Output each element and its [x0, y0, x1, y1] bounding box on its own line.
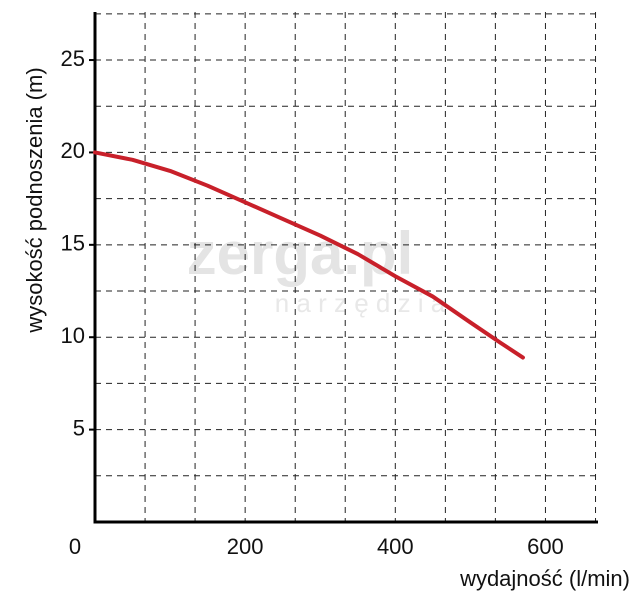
x-axis-title: wydajność (l/min): [459, 566, 630, 591]
y-tick-label: 25: [61, 46, 85, 71]
x-tick-label: 400: [377, 534, 414, 559]
x-tick-label: 0: [69, 534, 81, 559]
line-series: [93, 150, 525, 360]
y-tick-label: 15: [61, 231, 85, 256]
x-tick-label: 200: [227, 534, 264, 559]
y-axis-title: wysokość podnoszenia (m): [22, 67, 47, 333]
x-tick-label: 600: [527, 534, 564, 559]
watermark: zerga.pl: [187, 220, 414, 287]
y-tick-label: 20: [61, 138, 85, 163]
y-tick-label: 5: [73, 415, 85, 440]
y-tick-label: 10: [61, 323, 85, 348]
watermark-sub: n a r z ę d z i a: [275, 288, 446, 318]
